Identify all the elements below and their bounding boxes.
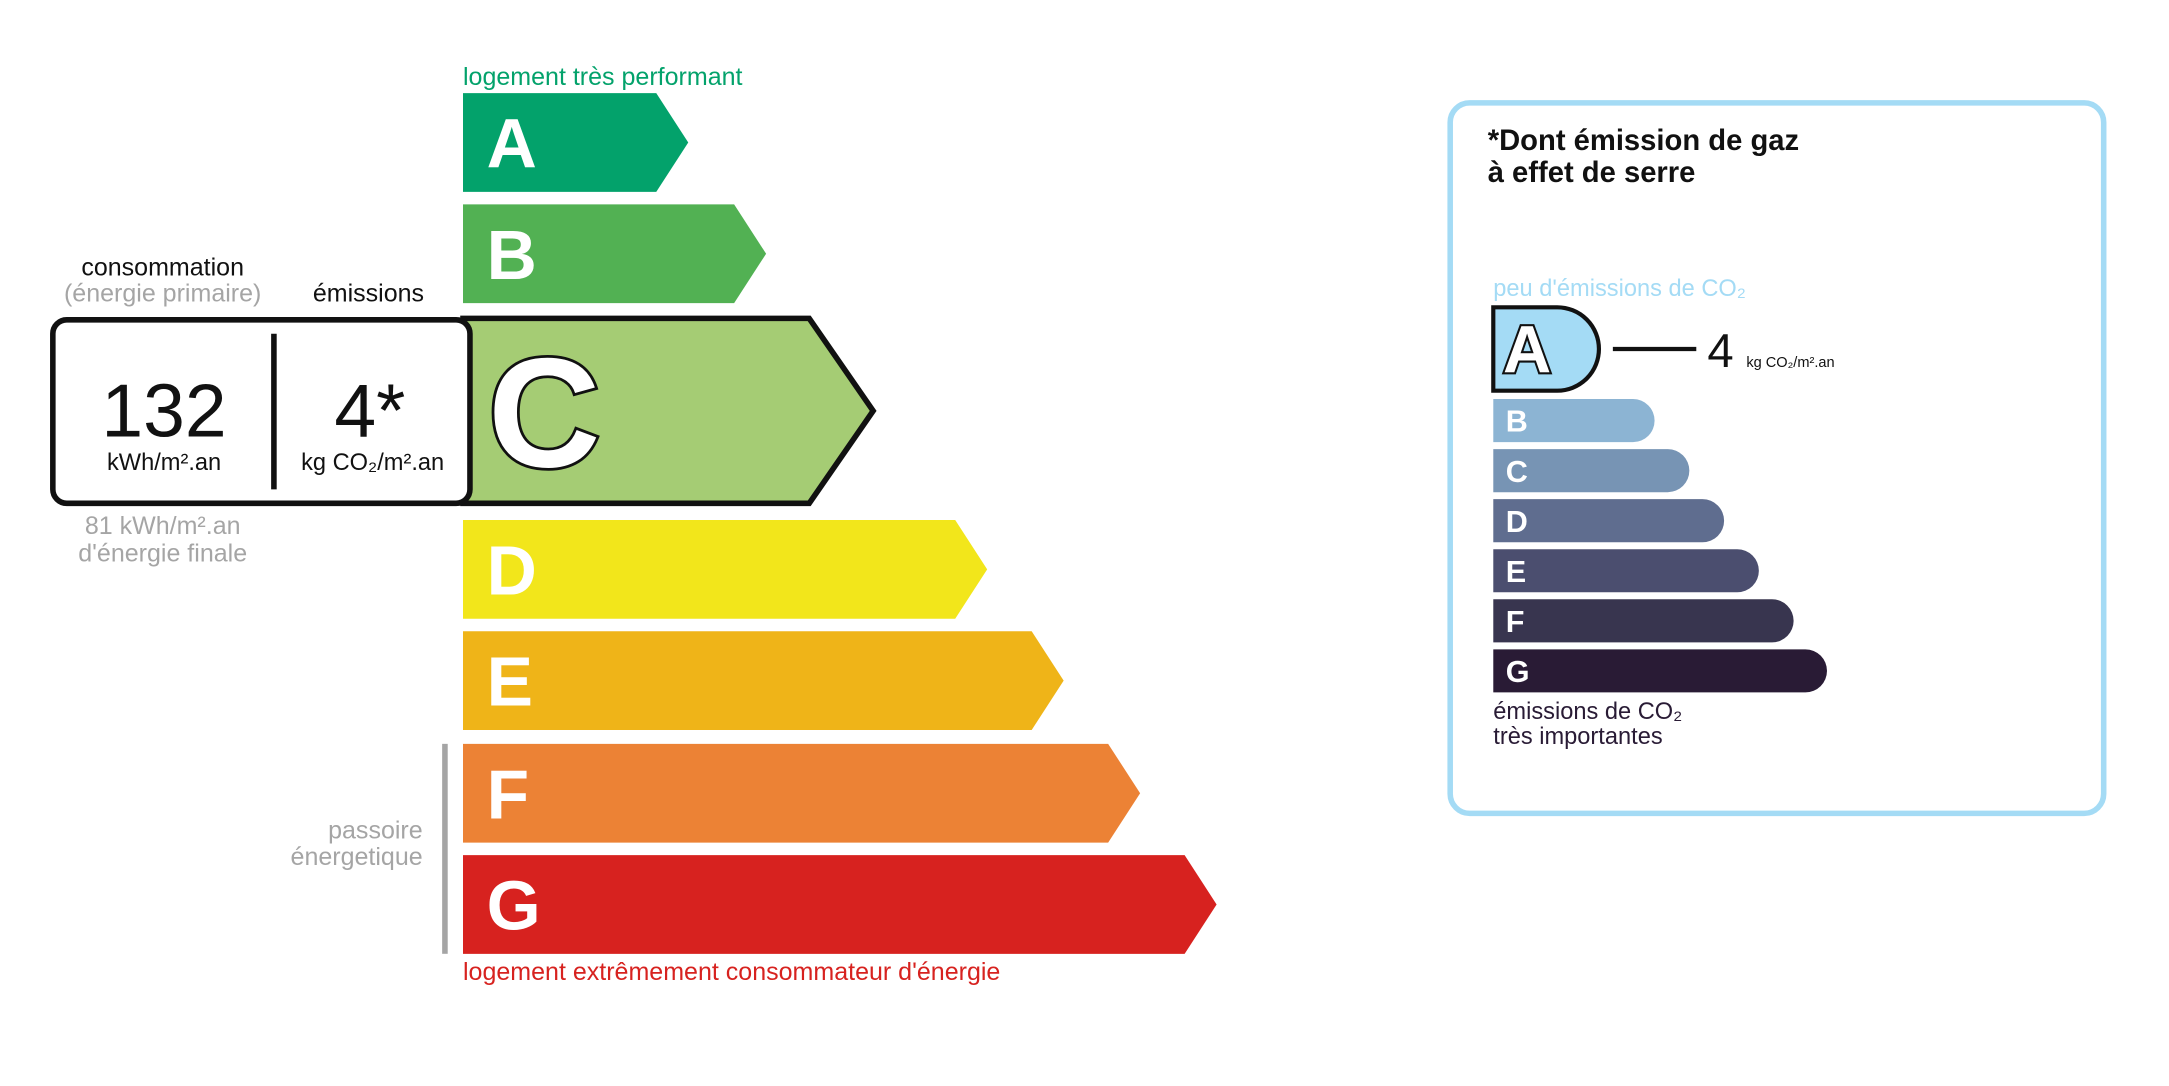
energy-class-c: C bbox=[460, 315, 877, 507]
ghg-top-label: peu d'émissions de CO₂ bbox=[1493, 276, 1746, 302]
ghg-class-letter: E bbox=[1506, 555, 1526, 589]
emissions-value: 4* bbox=[334, 369, 405, 453]
passoire-bracket bbox=[442, 743, 448, 954]
ghg-bar bbox=[1493, 399, 1655, 443]
energy-class-d: D bbox=[463, 520, 988, 619]
ghg-bottom-label-2: très importantes bbox=[1493, 724, 1662, 750]
final-energy-value: 81 kWh/m².an bbox=[85, 512, 241, 540]
ghg-unit: kg CO₂/m².an bbox=[1746, 355, 1834, 371]
energy-class-b: B bbox=[463, 204, 767, 304]
consumption-value: 132 bbox=[101, 369, 226, 453]
energy-bar bbox=[463, 204, 767, 304]
energy-bar bbox=[463, 520, 988, 619]
ghg-class-letter: G bbox=[1506, 655, 1530, 689]
emissions-unit: kg CO₂/m².an bbox=[301, 450, 444, 476]
emissions-label: émissions bbox=[313, 280, 424, 308]
energy-top-label: logement très performant bbox=[463, 63, 743, 91]
energy-class-letter: C bbox=[488, 325, 600, 499]
ghg-class-letter: B bbox=[1506, 405, 1528, 439]
ghg-bar bbox=[1493, 449, 1690, 493]
ghg-title-2: à effet de serre bbox=[1488, 157, 1696, 189]
ghg-class-letter: D bbox=[1506, 505, 1528, 539]
energy-bar bbox=[463, 855, 1217, 954]
ghg-class-g: G bbox=[1493, 649, 1827, 693]
energy-class-f: F bbox=[463, 743, 1141, 843]
ghg-title-1: *Dont émission de gaz bbox=[1488, 125, 1799, 157]
energy-class-a: A bbox=[463, 93, 689, 192]
passoire-label-1: passoire bbox=[328, 816, 423, 844]
ghg-class-b: B bbox=[1493, 399, 1655, 443]
ghg-value: 4 bbox=[1707, 325, 1733, 378]
ghg-class-c: C bbox=[1493, 449, 1690, 493]
energy-class-letter: D bbox=[487, 531, 537, 609]
energy-bottom-label: logement extrêmement consommateur d'éner… bbox=[463, 958, 1000, 986]
ghg-class-letter: A bbox=[1503, 314, 1551, 388]
energy-class-letter: B bbox=[487, 216, 537, 294]
energy-bar bbox=[463, 743, 1141, 843]
consumption-label: consommation bbox=[81, 253, 244, 281]
energy-class-letter: E bbox=[487, 643, 533, 721]
ghg-bar bbox=[1493, 599, 1794, 643]
consumption-unit: kWh/m².an bbox=[107, 450, 221, 476]
energy-class-letter: G bbox=[487, 866, 541, 944]
ghg-class-a: A bbox=[1491, 305, 1601, 393]
energy-class-g: G bbox=[463, 855, 1217, 954]
ghg-class-letter: C bbox=[1506, 455, 1528, 489]
final-energy-label: d'énergie finale bbox=[78, 540, 247, 568]
energy-class-e: E bbox=[463, 631, 1064, 730]
passoire-label-2: énergetique bbox=[291, 843, 423, 871]
energy-bar bbox=[463, 93, 689, 192]
energy-class-letter: F bbox=[487, 755, 529, 833]
ghg-bar bbox=[1493, 649, 1827, 693]
ghg-class-e: E bbox=[1493, 549, 1759, 593]
energy-class-letter: A bbox=[487, 105, 537, 183]
ghg-class-d: D bbox=[1493, 499, 1725, 543]
ghg-bar bbox=[1493, 499, 1725, 543]
value-box bbox=[50, 317, 473, 507]
ghg-bottom-label-1: émissions de CO₂ bbox=[1493, 699, 1682, 725]
energy-bar bbox=[463, 631, 1064, 730]
ghg-class-f: F bbox=[1493, 599, 1794, 643]
ghg-class-letter: F bbox=[1506, 605, 1525, 639]
consumption-sublabel: (énergie primaire) bbox=[64, 280, 261, 308]
ghg-bar bbox=[1491, 305, 1601, 393]
ghg-bar bbox=[1493, 549, 1759, 593]
